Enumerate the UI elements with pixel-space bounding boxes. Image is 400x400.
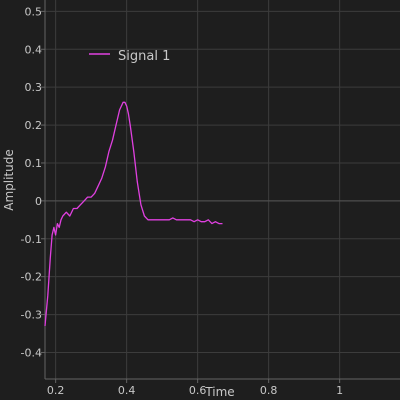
y-tick-label: -0.1 xyxy=(21,233,42,246)
y-tick-label: 0.3 xyxy=(25,81,43,94)
y-gridlines xyxy=(41,10,400,353)
y-tick-label: 0 xyxy=(35,195,42,208)
series-layer xyxy=(44,101,223,326)
y-tick-label: 0.1 xyxy=(25,157,43,170)
x-axis-title: Time xyxy=(204,385,234,399)
y-tick-label: -0.2 xyxy=(21,271,42,284)
series-line-signal-1 xyxy=(44,101,223,326)
x-tick-label: 1 xyxy=(336,384,343,397)
y-tick-label: 0.5 xyxy=(25,5,43,18)
y-tick-labels: 0.5 0.4 0.3 0.2 0.1 0 -0.1 -0.2 -0.3 -0.4 xyxy=(21,5,42,359)
y-tick-label: 0.4 xyxy=(25,43,43,56)
legend-label-signal-1: Signal 1 xyxy=(118,49,170,64)
x-tick-label: 0.8 xyxy=(260,384,278,397)
x-tick-labels: 0.2 0.4 0.6 0.8 1 xyxy=(47,384,343,397)
y-tick-label: -0.3 xyxy=(21,309,42,322)
x-gridlines xyxy=(55,0,341,383)
x-tick-label: 0.4 xyxy=(118,384,136,397)
y-tick-label: -0.4 xyxy=(21,346,42,359)
y-tick-label: 0.2 xyxy=(25,119,43,132)
legend: Signal 1 xyxy=(89,49,170,64)
x-tick-label: 0.6 xyxy=(189,384,207,397)
y-axis-title: Amplitude xyxy=(2,149,16,211)
x-tick-label: 0.2 xyxy=(47,384,65,397)
